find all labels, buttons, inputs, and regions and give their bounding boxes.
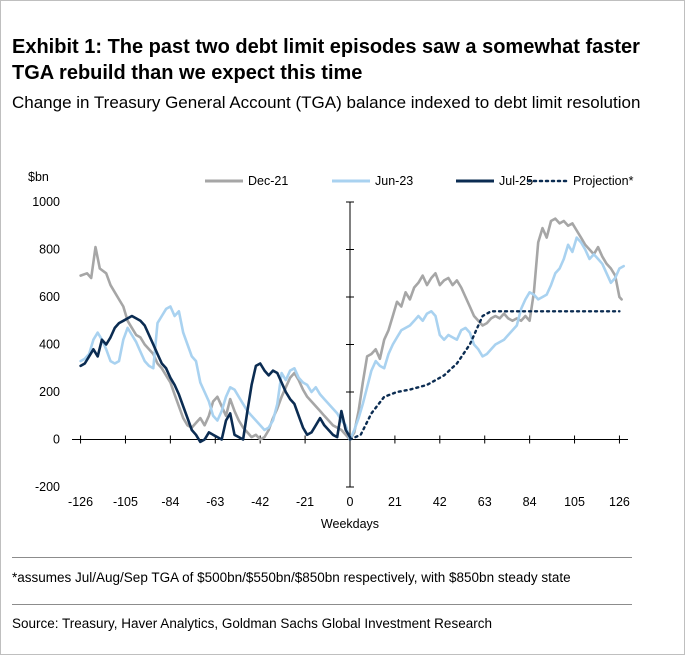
y-tick-label: 200: [39, 385, 60, 399]
chart-axes: -200 0 200 400 600 800 1000 -126 -105 -84 -63 -42 -2…: [32, 195, 630, 509]
x-tick-label: 105: [564, 495, 585, 509]
source-divider: [12, 604, 632, 605]
footnote-divider: [12, 557, 632, 558]
legend-label-dec-21: Dec-21: [248, 174, 288, 188]
y-tick-label: 1000: [32, 195, 60, 209]
series-line-jul-25: [79, 314, 352, 444]
tga-line-chart: Dec-21 Jun-23 Jul-25 Projection* -200 0 200 40…: [28, 170, 634, 531]
x-tick-label: 42: [433, 495, 447, 509]
x-tick-label: -126: [68, 495, 93, 509]
series-line-jun-23: [79, 236, 625, 441]
exhibit-subtitle: Change in Treasury General Account (TGA)…: [12, 93, 641, 112]
source-note: Source: Treasury, Haver Analytics, Goldm…: [12, 616, 492, 631]
y-tick-label: 800: [39, 243, 60, 257]
chart-series: [79, 217, 625, 444]
y-tick-label: -200: [35, 480, 60, 494]
x-tick-label: 63: [478, 495, 492, 509]
y-tick-label: 400: [39, 338, 60, 352]
series-line-dec-21: [79, 217, 623, 441]
series-line-projection: [348, 310, 621, 441]
x-tick-label: 21: [388, 495, 402, 509]
legend-label-jul-25: Jul-25: [499, 174, 533, 188]
x-tick-label: -63: [206, 495, 224, 509]
x-tick-label: -84: [161, 495, 179, 509]
x-tick-label: 0: [347, 495, 354, 509]
x-tick-label: -105: [113, 495, 138, 509]
chart-legend: Dec-21 Jun-23 Jul-25 Projection*: [205, 174, 634, 188]
x-tick-label: -42: [251, 495, 269, 509]
x-tick-label: 84: [523, 495, 537, 509]
legend-label-projection: Projection*: [573, 174, 634, 188]
x-tick-label: -21: [296, 495, 314, 509]
x-tick-label: 126: [609, 495, 630, 509]
y-axis-unit-label: $bn: [28, 170, 49, 184]
y-tick-label: 0: [53, 433, 60, 447]
x-axis-label: Weekdays: [321, 517, 379, 531]
y-tick-label: 600: [39, 290, 60, 304]
exhibit-title: Exhibit 1: The past two debt limit episo…: [12, 36, 640, 84]
legend-label-jun-23: Jun-23: [375, 174, 413, 188]
footnote: *assumes Jul/Aug/Sep TGA of $500bn/$550b…: [12, 570, 571, 585]
